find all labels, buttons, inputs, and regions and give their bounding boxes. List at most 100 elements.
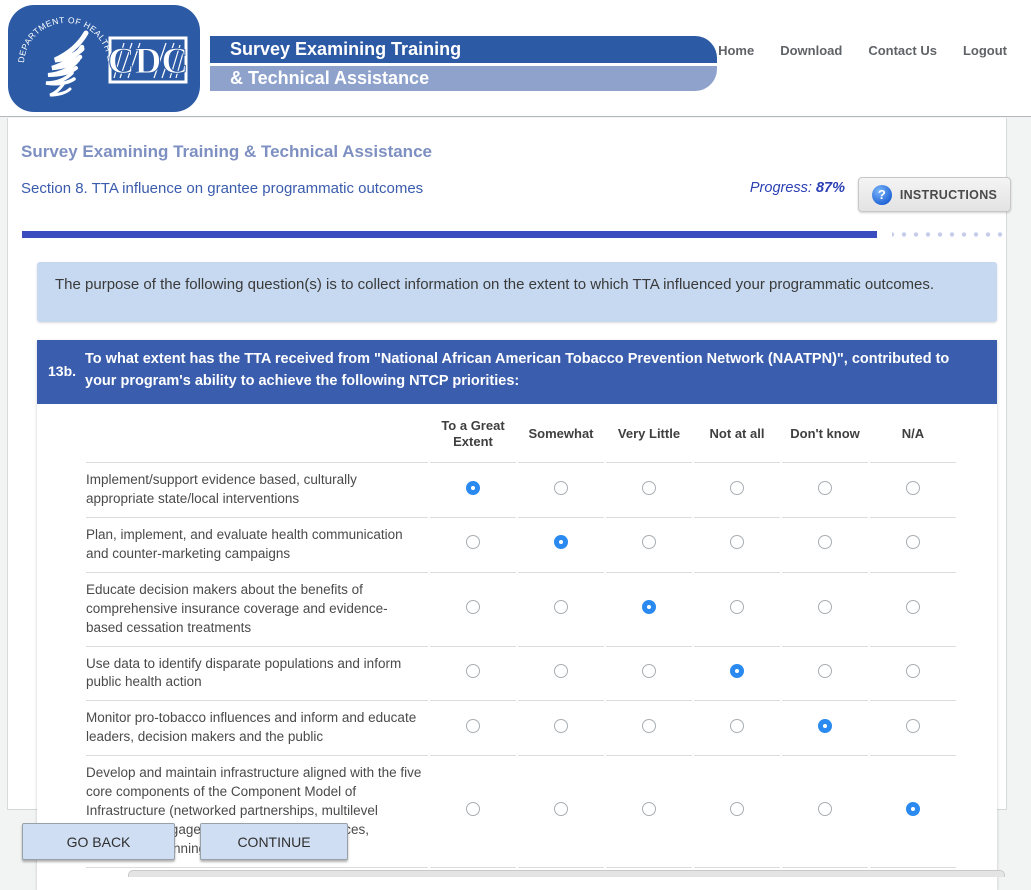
radio-cell bbox=[518, 647, 604, 702]
top-navigation: Home Download Contact Us Logout bbox=[718, 43, 1007, 58]
radio-cell bbox=[694, 647, 780, 702]
radio-option-row3-col1[interactable] bbox=[554, 663, 568, 678]
nav-logout-link[interactable]: Logout bbox=[962, 43, 1007, 58]
question-number: 13b. bbox=[48, 362, 77, 379]
banner-title-line1: Survey Examining Training bbox=[210, 36, 717, 63]
radio-cell bbox=[782, 518, 868, 573]
progress-text: Progress: 87% bbox=[750, 180, 845, 196]
radio-option-row3-col5[interactable] bbox=[906, 663, 920, 678]
radio-option-row5-col1[interactable] bbox=[554, 801, 568, 816]
progress-value: 87% bbox=[815, 180, 845, 196]
radio-option-row1-col2[interactable] bbox=[642, 535, 656, 550]
radio-cell bbox=[694, 573, 780, 647]
radio-cell bbox=[430, 518, 516, 573]
radio-cell bbox=[518, 573, 604, 647]
radio-option-row0-col4[interactable] bbox=[818, 480, 832, 495]
column-header-1: Somewhat bbox=[518, 406, 604, 464]
radio-option-row0-col2[interactable] bbox=[642, 480, 656, 495]
radio-cell bbox=[870, 756, 956, 868]
question-panel: 13b. To what extent has the TTA received… bbox=[37, 340, 997, 890]
radio-option-row2-col2[interactable] bbox=[642, 599, 656, 614]
radio-option-row2-col3[interactable] bbox=[730, 599, 744, 614]
nav-home-link[interactable]: Home bbox=[718, 43, 755, 58]
radio-option-row4-col2[interactable] bbox=[642, 718, 656, 733]
priority-row: Implement/support evidence based, cultur… bbox=[86, 463, 956, 519]
radio-cell bbox=[782, 573, 868, 647]
radio-option-row0-col1[interactable] bbox=[554, 480, 568, 495]
footer-strip bbox=[128, 870, 1005, 877]
radio-cell bbox=[606, 463, 692, 519]
radio-cell bbox=[694, 756, 780, 868]
radio-cell bbox=[606, 518, 692, 573]
priority-row-label: Educate decision makers about the benefi… bbox=[86, 573, 428, 647]
radio-cell bbox=[518, 756, 604, 868]
radio-cell bbox=[694, 701, 780, 757]
radio-cell bbox=[430, 647, 516, 702]
radio-option-row5-col3[interactable] bbox=[730, 801, 744, 816]
radio-cell bbox=[606, 573, 692, 647]
radio-cell bbox=[870, 647, 956, 702]
radio-cell bbox=[518, 701, 604, 757]
continue-button[interactable]: CONTINUE bbox=[200, 823, 348, 860]
go-back-button[interactable]: GO BACK bbox=[22, 823, 175, 860]
radio-option-row2-col0[interactable] bbox=[466, 599, 480, 614]
priority-row-label: Plan, implement, and evaluate health com… bbox=[86, 518, 428, 573]
radio-option-row2-col5[interactable] bbox=[906, 599, 920, 614]
hhs-eagle-seal-icon: DEPARTMENT OF HEALTH & HUMAN SERVICES·US… bbox=[4, 0, 189, 97]
app-banner: Survey Examining Training & Technical As… bbox=[210, 36, 717, 91]
radio-option-row1-col0[interactable] bbox=[466, 535, 480, 550]
radio-option-row0-col0[interactable] bbox=[466, 480, 480, 495]
question-header: 13b. To what extent has the TTA received… bbox=[37, 340, 997, 404]
radio-option-row3-col4[interactable] bbox=[818, 663, 832, 678]
radio-option-row2-col4[interactable] bbox=[818, 599, 832, 614]
radio-cell bbox=[606, 756, 692, 868]
purpose-info-box: The purpose of the following question(s)… bbox=[37, 262, 997, 322]
radio-cell bbox=[782, 701, 868, 757]
instructions-button-label: INSTRUCTIONS bbox=[899, 187, 998, 202]
column-header-5: N/A bbox=[870, 406, 956, 464]
radio-cell bbox=[430, 756, 516, 868]
progress-bar-fill bbox=[22, 231, 878, 238]
radio-option-row5-col4[interactable] bbox=[818, 801, 832, 816]
radio-cell bbox=[870, 463, 956, 519]
nav-contact-us-link[interactable]: Contact Us bbox=[868, 43, 937, 58]
column-header-0: To a Great Extent bbox=[430, 406, 516, 464]
radio-option-row0-col3[interactable] bbox=[730, 480, 744, 495]
radio-option-row0-col5[interactable] bbox=[906, 480, 920, 495]
radio-option-row5-col2[interactable] bbox=[642, 801, 656, 816]
column-header-4: Don't know bbox=[782, 406, 868, 464]
priority-row: Use data to identify disparate populatio… bbox=[86, 647, 956, 702]
radio-option-row3-col2[interactable] bbox=[642, 663, 656, 678]
radio-option-row4-col4[interactable] bbox=[818, 718, 832, 733]
cdc-hhs-logo[interactable]: DEPARTMENT OF HEALTH & HUMAN SERVICES·US… bbox=[4, 0, 200, 112]
radio-option-row4-col0[interactable] bbox=[466, 718, 480, 733]
section-title: Section 8. TTA influence on grantee prog… bbox=[21, 180, 424, 197]
radio-option-row5-col5[interactable] bbox=[906, 801, 920, 816]
radio-option-row4-col3[interactable] bbox=[730, 718, 744, 733]
radio-option-row4-col1[interactable] bbox=[554, 718, 568, 733]
radio-option-row1-col4[interactable] bbox=[818, 535, 832, 550]
matrix-header-row: To a Great Extent Somewhat Very Little Not … bbox=[86, 406, 956, 464]
progress-bar-remaining-dots bbox=[891, 232, 1005, 237]
radio-option-row5-col0[interactable] bbox=[466, 801, 480, 816]
radio-cell bbox=[518, 518, 604, 573]
page-title: Survey Examining Training & Technical As… bbox=[21, 142, 432, 161]
radio-cell bbox=[870, 518, 956, 573]
banner-title-line2: & Technical Assistance bbox=[210, 66, 717, 91]
radio-cell bbox=[606, 701, 692, 757]
radio-option-row1-col1[interactable] bbox=[554, 535, 568, 550]
nav-download-link[interactable]: Download bbox=[780, 43, 843, 58]
radio-option-row2-col1[interactable] bbox=[554, 599, 568, 614]
column-header-2: Very Little bbox=[606, 406, 692, 464]
instructions-button[interactable]: ? INSTRUCTIONS bbox=[858, 177, 1011, 212]
radio-option-row1-col3[interactable] bbox=[730, 535, 744, 550]
svg-text:CDC: CDC bbox=[108, 41, 188, 82]
radio-option-row3-col0[interactable] bbox=[466, 663, 480, 678]
priority-row: Monitor pro-tobacco influences and infor… bbox=[86, 701, 956, 757]
radio-option-row3-col3[interactable] bbox=[730, 663, 744, 678]
radio-option-row1-col5[interactable] bbox=[906, 535, 920, 550]
column-header-3: Not at all bbox=[694, 406, 780, 464]
radio-cell bbox=[518, 463, 604, 519]
radio-option-row4-col5[interactable] bbox=[906, 718, 920, 733]
priority-row: Educate decision makers about the benefi… bbox=[86, 573, 956, 647]
